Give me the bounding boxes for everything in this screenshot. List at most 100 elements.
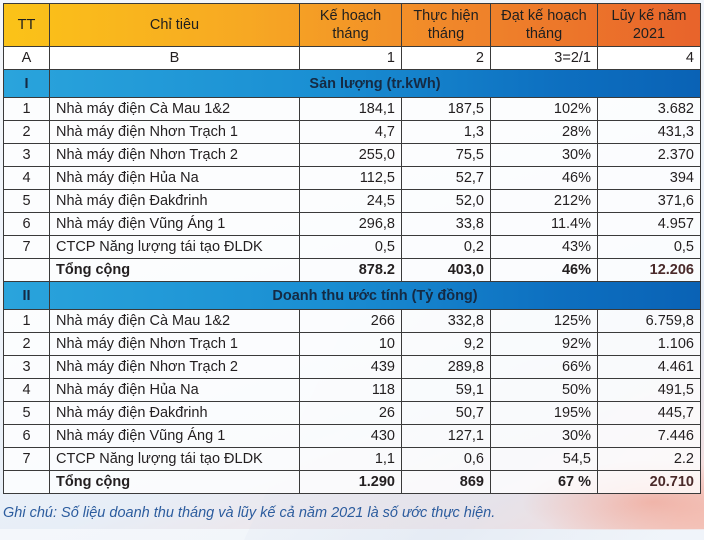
row-tt: 4 [3, 166, 50, 190]
row-cumulative: 394 [597, 166, 701, 190]
section-title: Sản lượng (tr.kWh) [49, 69, 701, 98]
table-row: 5 Nhà máy điện Đakđrinh 26 50,7 195% 445,7 [3, 401, 701, 425]
total-row: Tổng cộng 1.290 869 67 % 20.710 [3, 470, 701, 494]
row-actual: 1,3 [401, 120, 491, 144]
total-label: Tổng cộng [49, 470, 300, 494]
row-plan: 26 [299, 401, 402, 425]
row-cumulative: 491,5 [597, 378, 701, 402]
header-row: TT Chỉ tiêu Kế hoạch tháng Thực hiện thá… [3, 3, 701, 47]
row-name: Nhà máy điện Nhơn Trạch 2 [49, 355, 300, 379]
row-achieved: 102% [490, 97, 598, 121]
total-achieved: 67 % [490, 470, 598, 494]
row-actual: 289,8 [401, 355, 491, 379]
total-plan: 878.2 [299, 258, 402, 282]
header-tt: TT [3, 3, 50, 47]
table-row: 1 Nhà máy điện Cà Mau 1&2 266 332,8 125% 6.75… [3, 309, 701, 333]
row-actual: 52,0 [401, 189, 491, 213]
row-cumulative: 2.370 [597, 143, 701, 167]
row-plan: 24,5 [299, 189, 402, 213]
row-cumulative: 371,6 [597, 189, 701, 213]
row-name: Nhà máy điện Hủa Na [49, 378, 300, 402]
row-actual: 75,5 [401, 143, 491, 167]
row-plan: 296,8 [299, 212, 402, 236]
row-plan: 10 [299, 332, 402, 356]
row-actual: 59,1 [401, 378, 491, 402]
row-actual: 0,2 [401, 235, 491, 259]
table-row: 4 Nhà máy điện Hủa Na 112,5 52,7 46% 394 [3, 166, 701, 190]
report-table: TT Chỉ tiêu Kế hoạch tháng Thực hiện thá… [3, 3, 701, 494]
row-tt: 5 [3, 189, 50, 213]
row-name: CTCP Năng lượng tái tạo ĐLDK [49, 235, 300, 259]
header-cumulative: Lũy kế năm 2021 [597, 3, 701, 47]
row-plan: 255,0 [299, 143, 402, 167]
row-achieved: 43% [490, 235, 598, 259]
table-row: 3 Nhà máy điện Nhơn Trạch 2 439 289,8 66% 4.4… [3, 355, 701, 379]
row-achieved: 30% [490, 143, 598, 167]
table-row: 2 Nhà máy điện Nhơn Trạch 1 10 9,2 92% 1.106 [3, 332, 701, 356]
index-3: 3=2/1 [490, 46, 598, 70]
row-name: Nhà máy điện Cà Mau 1&2 [49, 309, 300, 333]
header-name: Chỉ tiêu [49, 3, 300, 47]
row-actual: 332,8 [401, 309, 491, 333]
header-actual: Thực hiện tháng [401, 3, 491, 47]
row-actual: 0,6 [401, 447, 491, 471]
row-plan: 118 [299, 378, 402, 402]
total-actual: 403,0 [401, 258, 491, 282]
row-name: Nhà máy điện Nhơn Trạch 1 [49, 120, 300, 144]
index-2: 2 [401, 46, 491, 70]
row-name: Nhà máy điện Nhơn Trạch 2 [49, 143, 300, 167]
section-id: II [3, 281, 50, 310]
table-row: 4 Nhà máy điện Hủa Na 118 59,1 50% 491,5 [3, 378, 701, 402]
row-cumulative: 6.759,8 [597, 309, 701, 333]
row-cumulative: 0,5 [597, 235, 701, 259]
row-tt: 4 [3, 378, 50, 402]
index-4: 4 [597, 46, 701, 70]
row-cumulative: 3.682 [597, 97, 701, 121]
row-actual: 9,2 [401, 332, 491, 356]
row-cumulative: 445,7 [597, 401, 701, 425]
row-tt: 1 [3, 309, 50, 333]
row-actual: 127,1 [401, 424, 491, 448]
total-cumulative: 20.710 [597, 470, 701, 494]
row-cumulative: 4.957 [597, 212, 701, 236]
row-actual: 52,7 [401, 166, 491, 190]
row-tt: 7 [3, 447, 50, 471]
total-cumulative: 12.206 [597, 258, 701, 282]
row-achieved: 125% [490, 309, 598, 333]
row-cumulative: 431,3 [597, 120, 701, 144]
row-tt: 2 [3, 120, 50, 144]
row-plan: 1,1 [299, 447, 402, 471]
row-plan: 112,5 [299, 166, 402, 190]
section-header-row: II Doanh thu ước tính (Tỷ đồng) [3, 281, 701, 310]
row-plan: 430 [299, 424, 402, 448]
row-plan: 4,7 [299, 120, 402, 144]
table-row: 7 CTCP Năng lượng tái tạo ĐLDK 0,5 0,2 43% 0,… [3, 235, 701, 259]
row-tt: 5 [3, 401, 50, 425]
row-tt: 3 [3, 355, 50, 379]
row-tt: 7 [3, 235, 50, 259]
row-name: CTCP Năng lượng tái tạo ĐLDK [49, 447, 300, 471]
row-plan: 184,1 [299, 97, 402, 121]
total-achieved: 46% [490, 258, 598, 282]
row-achieved: 212% [490, 189, 598, 213]
table-row: 5 Nhà máy điện Đakđrinh 24,5 52,0 212% 371,6 [3, 189, 701, 213]
index-a: A [3, 46, 50, 70]
row-plan: 439 [299, 355, 402, 379]
row-name: Nhà máy điện Đakđrinh [49, 189, 300, 213]
row-name: Nhà máy điện Nhơn Trạch 1 [49, 332, 300, 356]
total-actual: 869 [401, 470, 491, 494]
table-row: 1 Nhà máy điện Cà Mau 1&2 184,1 187,5 102% 3.… [3, 97, 701, 121]
total-row: Tổng cộng 878.2 403,0 46% 12.206 [3, 258, 701, 282]
row-achieved: 66% [490, 355, 598, 379]
total-label: Tổng cộng [49, 258, 300, 282]
footnote: Ghi chú: Số liệu doanh thu tháng và lũy … [3, 505, 496, 521]
row-tt: 6 [3, 424, 50, 448]
row-name: Nhà máy điện Cà Mau 1&2 [49, 97, 300, 121]
header-plan: Kế hoạch tháng [299, 3, 402, 47]
section-title: Doanh thu ước tính (Tỷ đồng) [49, 281, 701, 310]
table-row: 2 Nhà máy điện Nhơn Trạch 1 4,7 1,3 28% 431,3 [3, 120, 701, 144]
row-actual: 50,7 [401, 401, 491, 425]
row-achieved: 195% [490, 401, 598, 425]
total-tt [3, 258, 50, 282]
row-achieved: 11.4% [490, 212, 598, 236]
